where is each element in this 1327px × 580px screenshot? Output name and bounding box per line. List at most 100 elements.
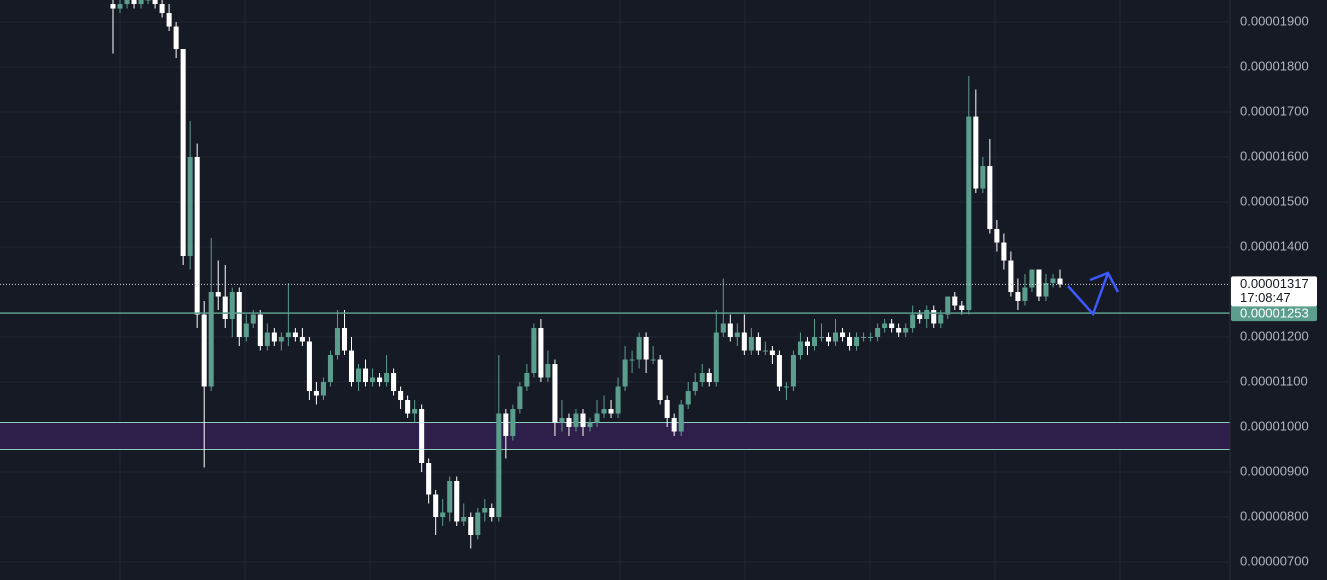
- candle-body: [1008, 260, 1014, 293]
- grid: [0, 0, 1230, 580]
- overlay: [1067, 271, 1120, 317]
- candle-body: [924, 310, 930, 320]
- candle-body: [482, 508, 488, 513]
- candle-body: [1036, 269, 1042, 297]
- candle-body: [889, 323, 895, 329]
- drawn-arrow: [1067, 272, 1110, 317]
- candle-body: [882, 323, 888, 329]
- candle-body: [552, 364, 558, 423]
- candle-body: [699, 373, 705, 383]
- level-label: 0.00001253: [1240, 306, 1309, 321]
- candle-body: [917, 314, 923, 320]
- candle-body: [138, 0, 144, 5]
- candles: [0, 0, 1230, 549]
- candle-body: [861, 337, 867, 339]
- candle-body: [945, 296, 951, 315]
- y-tick-label: 0.00001400: [1240, 238, 1309, 253]
- candle-body: [334, 328, 340, 356]
- candle-body: [797, 341, 803, 356]
- candle-body: [994, 229, 1000, 243]
- y-tick-label: 0.00001800: [1240, 58, 1309, 73]
- candle-body: [538, 328, 544, 378]
- candle-body: [510, 409, 516, 437]
- candle-body: [573, 413, 579, 428]
- candle-body: [727, 323, 733, 338]
- candle-body: [692, 382, 698, 392]
- candle-body: [1043, 283, 1049, 297]
- candle-body: [1001, 242, 1007, 261]
- candle-body: [208, 292, 214, 387]
- candle-body: [222, 296, 228, 320]
- candle-body: [194, 157, 200, 315]
- candle-body: [790, 355, 796, 387]
- candle-body: [489, 508, 495, 518]
- y-tick-label: 0.00001500: [1240, 193, 1309, 208]
- candle-body: [734, 332, 740, 338]
- candle-body: [896, 328, 902, 333]
- candle-body: [257, 314, 263, 347]
- candle-body: [278, 337, 284, 342]
- candle-body: [398, 391, 404, 401]
- y-tick-label: 0.00001900: [1240, 13, 1309, 28]
- candle-body: [580, 413, 586, 428]
- candle-body: [629, 359, 635, 361]
- candle-body: [678, 404, 684, 432]
- level-label-box: [1231, 305, 1317, 322]
- candle-body: [608, 409, 614, 414]
- candle-body: [306, 341, 312, 392]
- candle-body: [1057, 278, 1063, 285]
- candle-body: [987, 166, 993, 230]
- candle-body: [685, 391, 691, 405]
- candle-body: [496, 413, 502, 518]
- zone-group: [0, 422, 1230, 451]
- candle-body: [833, 332, 839, 342]
- candle-body: [271, 332, 277, 342]
- candle-body: [875, 328, 881, 338]
- candle-body: [1015, 292, 1021, 302]
- candle-body: [1022, 287, 1028, 302]
- candle-body: [461, 517, 467, 522]
- candle-body: [748, 337, 754, 351]
- candle-body: [769, 350, 775, 356]
- candle-body: [419, 409, 425, 464]
- candle-body: [468, 517, 474, 536]
- zone: [0, 422, 1230, 450]
- candle-body: [650, 359, 656, 361]
- y-tick-label: 0.00001600: [1240, 148, 1309, 163]
- y-tick-label: 0.00001000: [1240, 418, 1309, 433]
- candle-body: [187, 157, 193, 257]
- candle-body: [664, 400, 670, 419]
- y-tick-label: 0.00000800: [1240, 508, 1309, 523]
- candle-body: [285, 332, 291, 338]
- candle-body: [587, 422, 593, 428]
- candle-body: [243, 323, 249, 338]
- candle-body: [348, 350, 355, 383]
- price-axis: 0.00001900 0.00001800 0.00001700 0.00001600…: [1231, 13, 1317, 568]
- candle-body: [250, 314, 256, 324]
- candle-body: [903, 328, 909, 333]
- candle-body: [868, 337, 874, 339]
- candle-body: [131, 0, 137, 5]
- candle-body: [145, 0, 151, 1]
- drawn-arrow-head: [1089, 271, 1120, 293]
- candle-body: [840, 332, 846, 338]
- candle-body: [973, 116, 979, 189]
- candle-body: [776, 355, 782, 387]
- candle-body: [215, 292, 221, 297]
- candle-body: [720, 323, 726, 333]
- candle-body: [755, 337, 761, 351]
- candle-body: [636, 337, 642, 360]
- candle-body: [110, 4, 116, 9]
- candle-body: [818, 337, 825, 339]
- y-tick-label: 0.00001100: [1240, 373, 1308, 388]
- y-tick-label: 0.00001700: [1240, 103, 1309, 118]
- candle-body: [811, 337, 818, 347]
- candle-body: [503, 413, 509, 437]
- candle-body: [475, 512, 481, 536]
- candle-body: [825, 337, 832, 342]
- candle-body: [657, 359, 663, 401]
- candle-body: [166, 13, 172, 27]
- last-price-label: 0.00001317: [1240, 276, 1309, 291]
- candle-body: [405, 400, 411, 414]
